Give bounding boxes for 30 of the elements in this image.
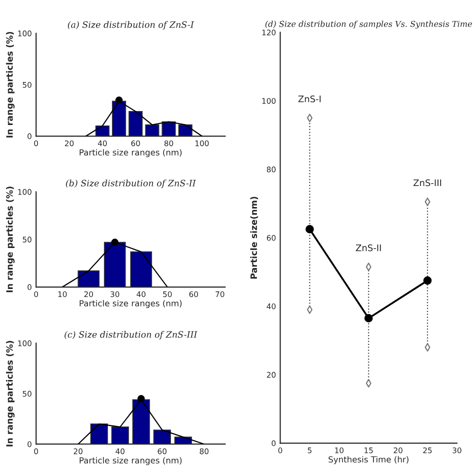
- point: [364, 314, 373, 322]
- annotation: ZnS-II: [356, 244, 381, 252]
- point: [423, 276, 432, 285]
- chart-title: (c) Size distribution of ZnS-III: [64, 330, 198, 340]
- bar: [132, 399, 150, 444]
- x-axis-title: Synthesis Time (hr): [328, 456, 408, 464]
- point: [306, 225, 314, 234]
- x-axis-title: Particle size ranges (nm): [80, 149, 182, 158]
- bar: [128, 111, 143, 136]
- bar: [111, 426, 129, 444]
- bar: [112, 100, 126, 136]
- bar: [162, 121, 176, 136]
- chart-title: (b) Size distribution of ZnS-II: [66, 180, 196, 188]
- y-axis-title: In range particles (%): [6, 186, 15, 292]
- annotation: ZnS-I: [298, 95, 321, 102]
- y-axis-title: In range particles (%): [6, 340, 15, 446]
- bar: [78, 270, 100, 288]
- y-axis-title: Particle size(nm): [250, 196, 258, 279]
- x-axis-title: Particle size ranges (nm): [80, 300, 182, 308]
- bar: [153, 430, 171, 444]
- chart-title: (d) Size distribution of samples Vs. Synthesis Time: [265, 20, 472, 29]
- bar: [145, 124, 160, 136]
- bar: [90, 424, 108, 444]
- annotation: ZnS-III: [413, 179, 442, 186]
- point: [366, 379, 372, 388]
- chart-title: (a) Size distribution of ZnS-I: [68, 21, 194, 30]
- bar: [104, 242, 126, 288]
- y-axis-title: In range particles (%): [6, 32, 15, 138]
- x-axis-title: Particle size ranges (nm): [80, 457, 182, 466]
- bar: [130, 251, 152, 288]
